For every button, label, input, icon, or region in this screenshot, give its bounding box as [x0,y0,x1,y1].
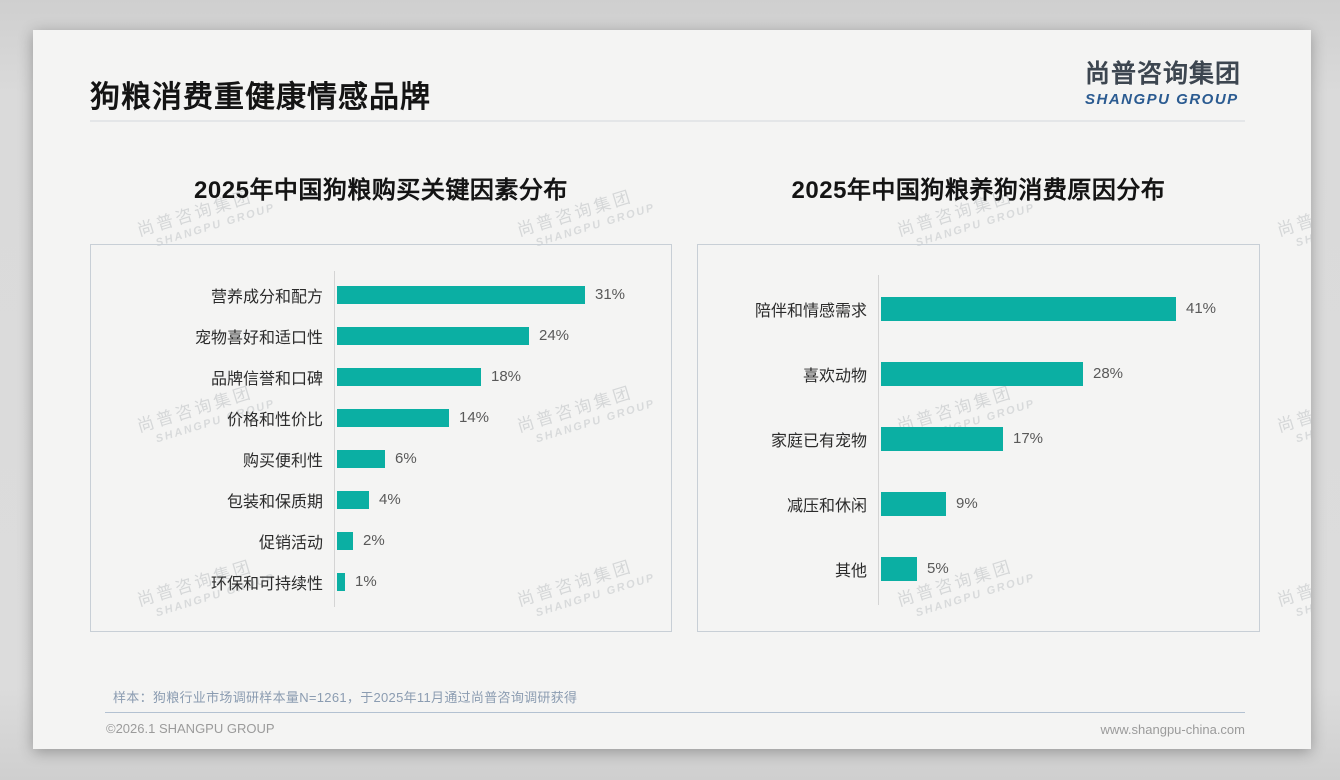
category-label: 减压和休闲 [786,497,867,515]
footer-website: www.shangpu-china.com [1100,722,1245,737]
value-label: 17% [1013,430,1044,447]
right-chart-axis [878,275,879,605]
category-label: 宠物喜好和适口性 [194,329,323,347]
value-label: 14% [459,409,490,426]
chart-row: 宠物喜好和适口性 24% [91,315,671,356]
watermark-english-text: SHANGPU GROUP [1294,398,1311,446]
bar [881,556,917,581]
value-label: 9% [956,495,978,512]
header-divider [90,120,1245,122]
chart-row: 喜欢动物 28% [698,341,1259,406]
bar [337,367,481,386]
left-chart-panel: 营养成分和配方 31% 宠物喜好和适口性 24% 品牌信誉和口碑 18% 价格和性价比 14%… [90,244,672,632]
sample-note: 样本：狗粮行业市场调研样本量N=1261，于2025年11月通过尚普咨询调研获得 [113,690,578,705]
value-label: 31% [595,286,626,303]
value-label: 2% [363,532,385,549]
left-chart-rows: 营养成分和配方 31% 宠物喜好和适口性 24% 品牌信誉和口碑 18% 价格和性价比 14%… [91,245,671,602]
category-label: 喜欢动物 [802,367,867,385]
left-chart-axis [334,271,335,607]
chart-row: 包装和保质期 4% [91,479,671,520]
watermark-english-text: SHANGPU GROUP [1294,572,1311,620]
bar [337,572,345,591]
category-label: 包装和保质期 [226,493,323,511]
bar [337,490,369,509]
watermark-chinese-text: 尚普咨询集团 [1274,556,1311,611]
value-label: 1% [355,573,377,590]
value-label: 18% [491,368,522,385]
bar [881,361,1083,386]
value-label: 24% [539,327,570,344]
watermark-english-text: SHANGPU GROUP [1294,202,1311,250]
category-label: 购买便利性 [242,452,323,470]
category-label: 品牌信誉和口碑 [210,370,323,388]
bar [881,491,946,516]
value-label: 4% [379,491,401,508]
chart-row: 减压和休闲 9% [698,471,1259,536]
right-chart-panel: 陪伴和情感需求 41% 喜欢动物 28% 家庭已有宠物 17% 减压和休闲 9% 其他 5% [697,244,1260,632]
category-label: 家庭已有宠物 [770,432,867,450]
chart-row: 购买便利性 6% [91,438,671,479]
chart-row: 营养成分和配方 31% [91,274,671,315]
category-label: 陪伴和情感需求 [754,302,867,320]
company-logo: 尚普咨询集团 SHANGPU GROUP [1085,54,1241,108]
bar [881,296,1176,321]
value-label: 41% [1186,300,1217,317]
logo-chinese-text: 尚普咨询集团 [1084,60,1241,88]
chart-row: 环保和可持续性 1% [91,561,671,602]
footer-divider [105,712,1245,713]
category-label: 促销活动 [258,534,323,552]
value-label: 28% [1093,365,1124,382]
value-label: 5% [927,560,949,577]
category-label: 价格和性价比 [226,411,323,429]
bar [337,449,385,468]
category-label: 环保和可持续性 [210,575,323,593]
bar [337,326,529,345]
chart-row: 其他 5% [698,536,1259,601]
right-chart-rows: 陪伴和情感需求 41% 喜欢动物 28% 家庭已有宠物 17% 减压和休闲 9% 其他 5% [698,245,1259,601]
chart-row: 价格和性价比 14% [91,397,671,438]
watermark-chinese-text: 尚普咨询集团 [1274,382,1311,437]
left-chart-title: 2025年中国狗粮购买关键因素分布 [194,177,568,204]
bar [881,426,1003,451]
footer-copyright: ©2026.1 SHANGPU GROUP [106,721,275,736]
chart-row: 陪伴和情感需求 41% [698,276,1259,341]
bar [337,531,353,550]
page-title: 狗粮消费重健康情感品牌 [90,81,431,114]
category-label: 营养成分和配方 [210,288,323,306]
logo-english-text: SHANGPU GROUP [1084,91,1239,108]
category-label: 其他 [834,562,867,580]
bar [337,285,585,304]
slide: 尚普咨询集团 SHANGPU GROUP 尚普咨询集团 SHANGPU GROUP 尚普… [33,30,1311,749]
watermark-chinese-text: 尚普咨询集团 [1274,186,1311,241]
bar [337,408,449,427]
chart-row: 促销活动 2% [91,520,671,561]
chart-row: 品牌信誉和口碑 18% [91,356,671,397]
chart-row: 家庭已有宠物 17% [698,406,1259,471]
right-chart-title: 2025年中国狗粮养狗消费原因分布 [791,177,1166,204]
value-label: 6% [395,450,417,467]
